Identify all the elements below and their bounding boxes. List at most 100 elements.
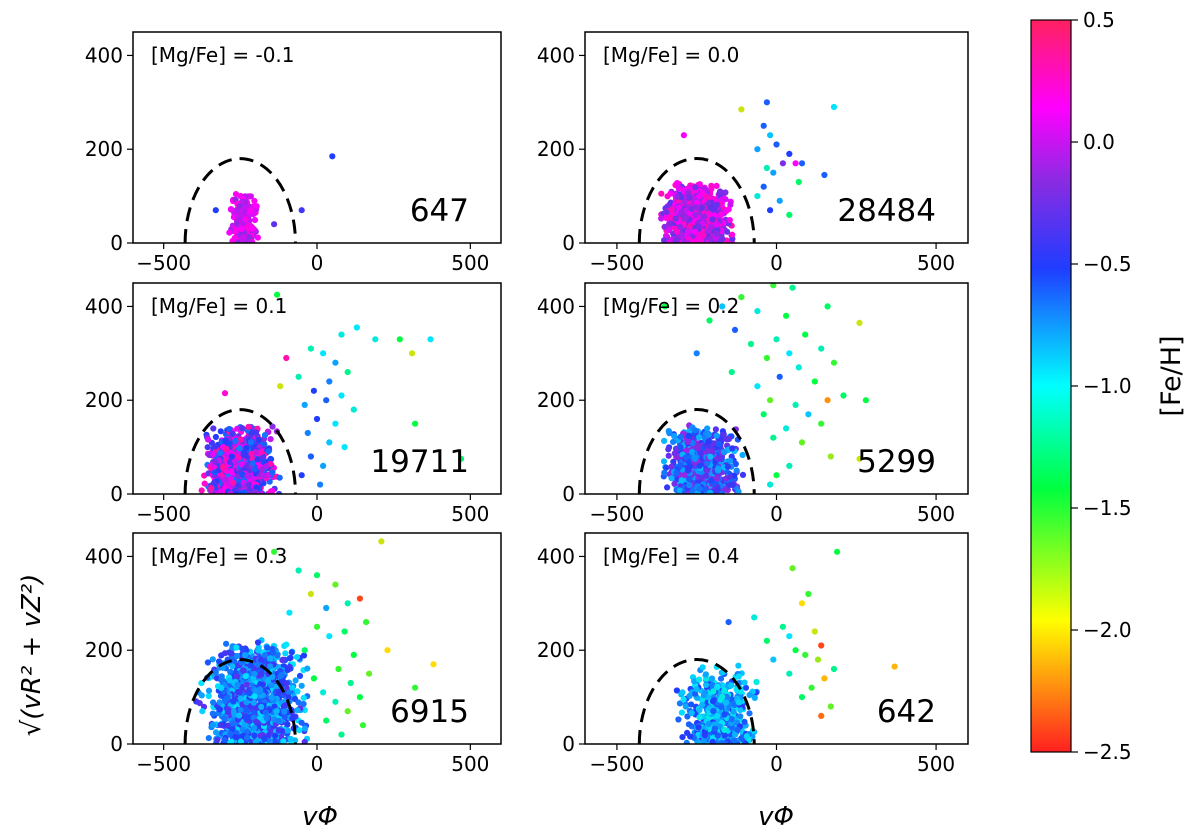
point bbox=[714, 712, 721, 720]
point bbox=[350, 406, 357, 413]
point bbox=[301, 725, 309, 732]
point bbox=[257, 681, 264, 688]
point bbox=[356, 595, 363, 602]
point bbox=[733, 467, 740, 474]
x-tick-label: 500 bbox=[451, 752, 489, 776]
point bbox=[786, 633, 793, 640]
x-tick-label: −500 bbox=[136, 502, 191, 526]
point bbox=[267, 655, 274, 662]
point bbox=[814, 656, 822, 663]
point bbox=[271, 221, 278, 228]
point bbox=[255, 437, 262, 444]
point bbox=[363, 619, 370, 626]
point bbox=[824, 303, 831, 310]
point bbox=[283, 354, 290, 362]
point bbox=[430, 661, 437, 668]
point bbox=[696, 462, 703, 469]
point bbox=[786, 670, 793, 677]
point bbox=[726, 474, 733, 481]
x-tick-label: 500 bbox=[917, 502, 955, 526]
point bbox=[296, 727, 303, 734]
point bbox=[680, 696, 687, 703]
point bbox=[338, 331, 345, 338]
point bbox=[344, 600, 351, 607]
point bbox=[210, 451, 217, 458]
point bbox=[237, 211, 244, 218]
point bbox=[217, 450, 224, 457]
point bbox=[776, 197, 783, 204]
point bbox=[253, 484, 260, 491]
point bbox=[702, 681, 710, 689]
point bbox=[821, 675, 828, 682]
point bbox=[235, 482, 242, 489]
point bbox=[753, 678, 760, 686]
point bbox=[230, 479, 237, 486]
point bbox=[242, 451, 249, 458]
point bbox=[795, 364, 802, 371]
point bbox=[710, 708, 717, 715]
point bbox=[248, 450, 255, 457]
svg-text:√(vR² + vZ²): √(vR² + vZ²) bbox=[17, 574, 47, 737]
y-tick-label: 0 bbox=[110, 732, 123, 756]
points-1 bbox=[658, 99, 838, 243]
point bbox=[239, 726, 246, 733]
point bbox=[724, 463, 732, 470]
point bbox=[682, 214, 689, 221]
point bbox=[229, 430, 236, 437]
colorbar-tick-label: −2.0 bbox=[1083, 618, 1132, 642]
point bbox=[704, 459, 711, 467]
point bbox=[198, 692, 205, 699]
point bbox=[341, 444, 348, 451]
point bbox=[716, 440, 723, 448]
point bbox=[317, 481, 324, 488]
point bbox=[341, 628, 348, 635]
boundary-curve bbox=[637, 408, 756, 494]
point bbox=[735, 488, 742, 494]
point bbox=[242, 673, 249, 680]
point bbox=[684, 228, 692, 235]
point bbox=[671, 432, 678, 440]
point bbox=[725, 206, 732, 213]
point bbox=[798, 600, 806, 607]
point bbox=[269, 674, 276, 681]
point bbox=[210, 425, 217, 432]
point bbox=[196, 700, 203, 707]
point bbox=[240, 489, 248, 494]
point bbox=[688, 206, 695, 213]
point bbox=[222, 437, 229, 444]
point bbox=[783, 425, 790, 432]
point bbox=[824, 397, 831, 404]
point bbox=[237, 738, 244, 744]
point bbox=[232, 457, 239, 465]
point bbox=[205, 687, 213, 694]
panel-label: [Mg/Fe] = -0.1 bbox=[151, 43, 295, 67]
point bbox=[218, 684, 225, 692]
point bbox=[332, 420, 339, 427]
point bbox=[710, 440, 717, 447]
point bbox=[827, 703, 834, 710]
point bbox=[248, 430, 255, 437]
point bbox=[310, 387, 317, 394]
point bbox=[821, 171, 828, 179]
point bbox=[246, 690, 253, 697]
point bbox=[792, 647, 799, 654]
point bbox=[245, 423, 252, 430]
point bbox=[713, 182, 720, 189]
point bbox=[269, 469, 276, 476]
point bbox=[660, 458, 668, 465]
point bbox=[684, 438, 691, 445]
point bbox=[691, 238, 698, 243]
point bbox=[283, 641, 290, 648]
point bbox=[786, 462, 793, 469]
point bbox=[708, 477, 715, 484]
point bbox=[718, 455, 725, 462]
point bbox=[280, 738, 287, 744]
point bbox=[689, 440, 696, 447]
point bbox=[227, 739, 235, 744]
point bbox=[673, 237, 680, 243]
point bbox=[732, 460, 739, 468]
x-tick-label: 500 bbox=[451, 502, 489, 526]
point bbox=[244, 734, 251, 741]
